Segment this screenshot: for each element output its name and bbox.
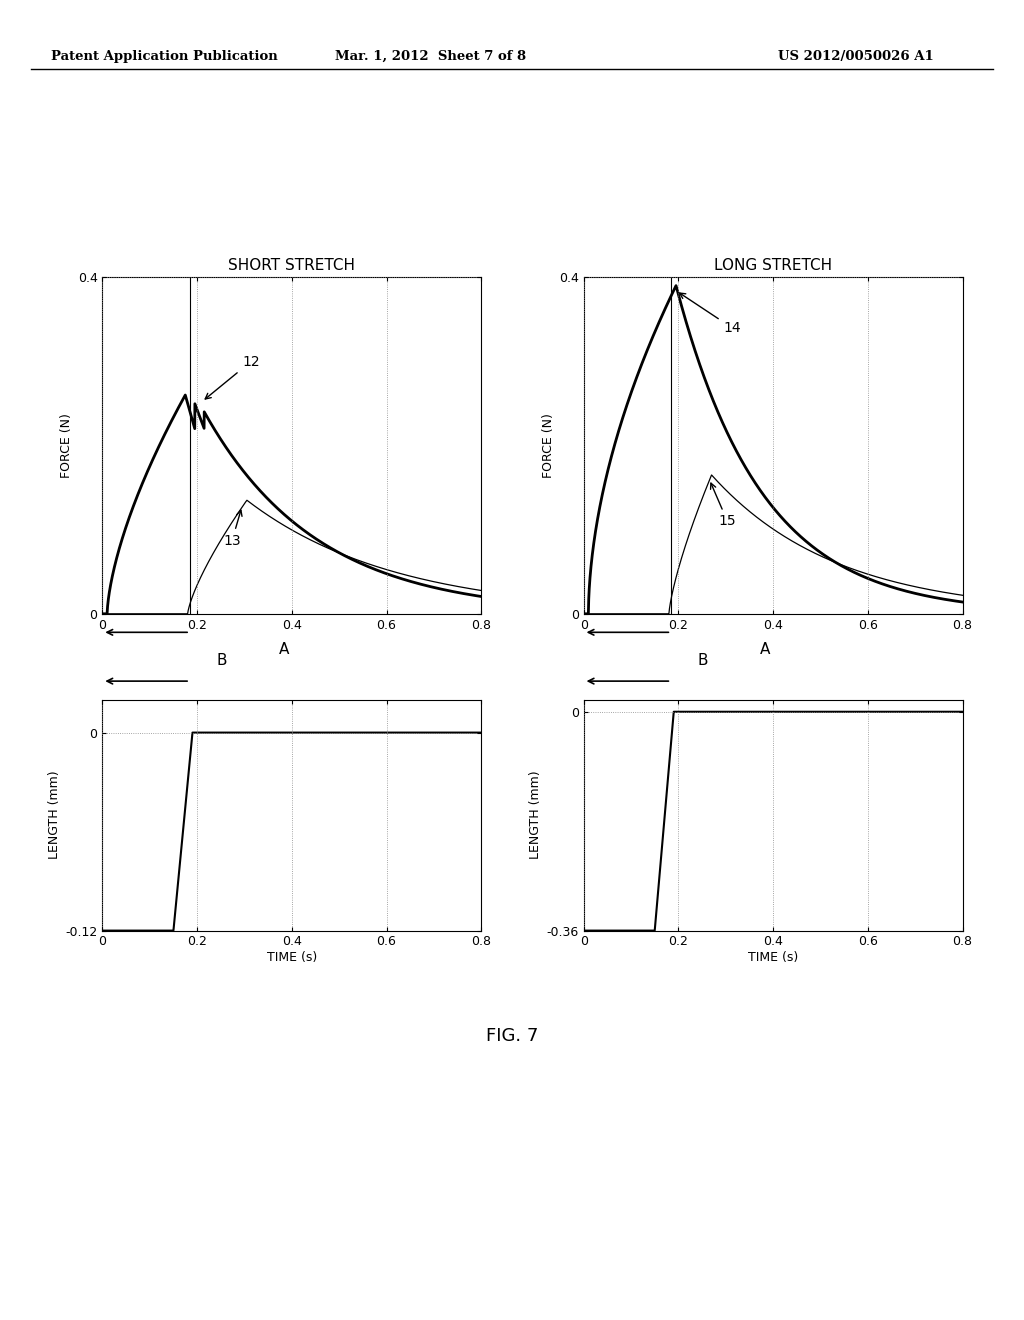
- Text: FIG. 7: FIG. 7: [485, 1027, 539, 1045]
- X-axis label: TIME (s): TIME (s): [748, 952, 799, 964]
- Y-axis label: FORCE (N): FORCE (N): [542, 413, 555, 478]
- X-axis label: TIME (s): TIME (s): [266, 952, 317, 964]
- Text: Mar. 1, 2012  Sheet 7 of 8: Mar. 1, 2012 Sheet 7 of 8: [335, 50, 525, 63]
- Title: LONG STRETCH: LONG STRETCH: [714, 259, 833, 273]
- Y-axis label: LENGTH (mm): LENGTH (mm): [48, 771, 61, 859]
- Text: Patent Application Publication: Patent Application Publication: [51, 50, 278, 63]
- Text: 13: 13: [223, 511, 242, 548]
- Text: A: A: [280, 643, 290, 657]
- Text: 15: 15: [711, 483, 736, 528]
- Y-axis label: FORCE (N): FORCE (N): [60, 413, 74, 478]
- Text: US 2012/0050026 A1: US 2012/0050026 A1: [778, 50, 934, 63]
- Text: 12: 12: [205, 355, 260, 399]
- Title: SHORT STRETCH: SHORT STRETCH: [228, 259, 355, 273]
- Text: B: B: [216, 653, 226, 668]
- Y-axis label: LENGTH (mm): LENGTH (mm): [529, 771, 543, 859]
- Text: A: A: [761, 643, 771, 657]
- Text: 14: 14: [680, 293, 741, 335]
- Text: B: B: [697, 653, 708, 668]
